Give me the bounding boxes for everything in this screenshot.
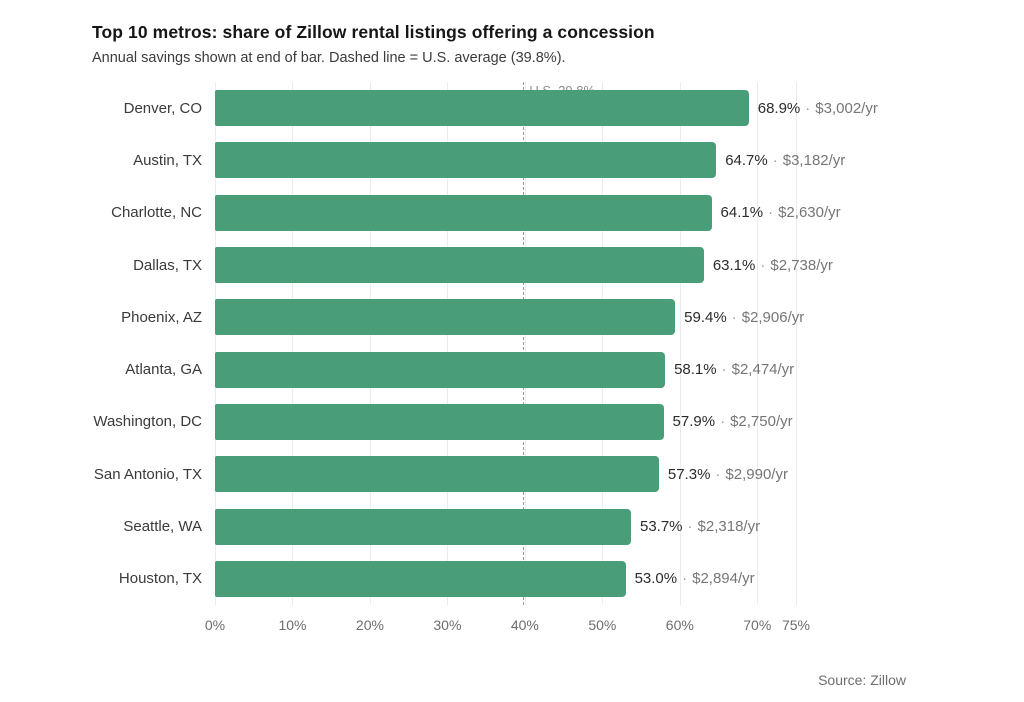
savings-label: $2,318/yr [697,518,761,536]
savings-label: $2,894/yr [692,570,755,588]
value-label: 68.9% · $3,002/yr [758,100,878,117]
bar-row: Denver, CO 68.9% · $3,002/yr [92,82,1002,134]
chart-header: Top 10 metros: share of Zillow rental li… [0,0,1024,66]
value-label: 58.1% · $2,474/yr [674,361,794,378]
dot-separator: · [772,151,778,169]
pct-label: 63.1% [712,256,756,274]
bar [215,508,631,545]
savings-label: $3,002/yr [815,99,878,117]
dot-separator: · [721,361,727,379]
value-label: 59.4% · $2,906/yr [684,309,804,326]
category-label: Houston, TX [118,570,202,588]
bar-row: Houston, TX 53.0% · $2,894/yr [92,553,1002,605]
x-tick-label: 10% [278,616,307,633]
bar-row: Dallas, TX 63.1% · $2,738/yr [92,239,1002,291]
bar-track: 59.4% · $2,906/yr [215,299,804,336]
x-tick-label: 75% [781,616,811,633]
category-label: San Antonio, TX [93,465,202,483]
dot-separator: · [805,99,811,117]
value-label: 64.7% · $3,182/yr [725,152,845,169]
bar-track: 53.0% · $2,894/yr [215,560,796,597]
page-subtitle: Annual savings shown at end of bar. Dash… [92,50,566,66]
value-label: 53.0% · $2,894/yr [635,570,755,587]
bar [215,142,717,179]
x-tick-label: 60% [665,616,694,633]
value-label: 57.3% · $2,990/yr [668,466,788,483]
bar-chart: U.S. 39.8% Denver, CO68.9%·$3,002/yrAust… [92,82,1002,641]
category-label: Austin, TX [133,151,202,169]
value-label: 57.9% · $2,750/yr [673,413,793,430]
category-label: Denver, CO [123,99,202,117]
bar-row: Seattle, WA 53.7% · $2,318/yr [92,500,1002,552]
bar [215,560,626,597]
bar-track: 68.9% · $3,002/yr [215,90,878,127]
bar-row: Charlotte, NC 64.1% · $2,630/yr [92,187,1002,239]
pct-label: 59.4% [684,308,727,326]
savings-label: $2,906/yr [741,308,805,326]
category-label: Seattle, WA [123,518,202,536]
bar [215,403,664,440]
pct-label: 68.9% [757,99,801,117]
category-label: Charlotte, NC [111,204,202,222]
bar-row: Austin, TX 64.7% · $3,182/yr [92,134,1002,186]
bar-row: Atlanta, GA 58.1% · $2,474/yr [92,343,1002,395]
dot-separator: · [715,465,721,483]
x-tick-label: 30% [433,616,462,633]
pct-label: 58.1% [674,361,717,379]
savings-label: $2,630/yr [778,204,841,222]
x-axis: 0% 10% 20% 30% 40% 50% 60% 70% 75% [205,611,810,641]
value-label: 53.7% · $2,318/yr [640,518,760,535]
bar [215,351,666,388]
bar-track: 64.1% · $2,630/yr [215,194,841,231]
bar-rows: Denver, CO 68.9% · $3,002/yr Austin, TX 64.7%… [92,82,1002,605]
bar-track: 58.1% · $2,474/yr [215,351,796,388]
value-label: 63.1% · $2,738/yr [713,257,833,274]
bar-track: 64.7% · $3,182/yr [215,142,845,179]
x-tick-label: 20% [355,616,384,633]
bar [215,456,659,493]
category-label: Atlanta, GA [125,361,202,379]
savings-label: $2,474/yr [731,361,795,379]
x-tick-label: 70% [743,616,772,633]
source-note: Source: Zillow [818,672,906,688]
pct-label: 53.0% [634,570,678,588]
category-label: Washington, DC [93,413,202,431]
dot-separator: · [682,570,688,588]
bar-row: San Antonio, TX 57.3% · $2,990/yr [92,448,1002,500]
x-tick-label: 50% [588,616,617,633]
dot-separator: · [760,256,766,274]
bar [215,299,676,336]
dot-separator: · [768,204,774,222]
bar [215,90,749,127]
bar [215,194,712,231]
savings-label: $2,990/yr [725,465,788,483]
bar-track: 63.1% · $2,738/yr [215,247,833,284]
bar-row: Washington, DC 57.9% · $2,750/yr [92,396,1002,448]
x-tick-label: 0% [204,616,226,633]
dot-separator: · [687,518,693,536]
bar [215,247,704,284]
savings-label: $2,738/yr [770,256,833,274]
bar-row: Phoenix, AZ 59.4% · $2,906/yr [92,291,1002,343]
pct-label: 57.3% [667,465,711,483]
value-label: 64.1% · $2,630/yr [721,204,841,221]
pct-label: 53.7% [639,518,683,536]
pct-label: 64.7% [725,151,768,169]
page-title: Top 10 metros: share of Zillow rental li… [92,22,655,42]
bar-track: 57.9% · $2,750/yr [215,403,796,440]
dot-separator: · [720,413,726,431]
savings-label: $2,750/yr [730,413,793,431]
category-label: Dallas, TX [133,256,202,274]
savings-label: $3,182/yr [782,151,846,169]
dot-separator: · [731,308,737,326]
x-tick-label: 40% [510,616,539,633]
bar-track: 53.7% · $2,318/yr [215,508,796,545]
pct-label: 64.1% [720,204,764,222]
bar-track: 57.3% · $2,990/yr [215,456,796,493]
category-label: Phoenix, AZ [121,308,202,326]
pct-label: 57.9% [672,413,716,431]
